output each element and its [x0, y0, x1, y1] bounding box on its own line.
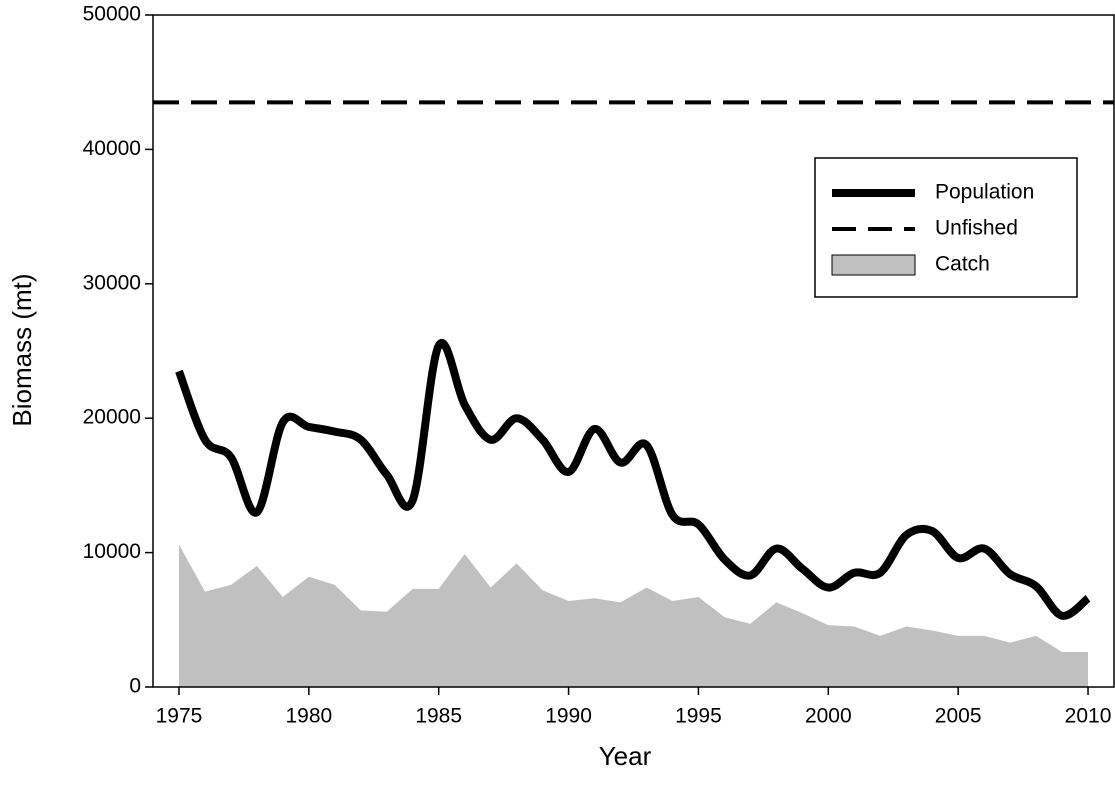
x-tick-label: 1980	[285, 705, 332, 728]
y-tick-label: 50000	[83, 3, 141, 26]
x-tick-label: 1985	[415, 705, 462, 728]
y-tick-label: 10000	[83, 540, 141, 563]
x-tick-label: 1975	[156, 705, 203, 728]
x-tick-label: 2005	[935, 705, 982, 728]
x-tick-label: 2010	[1065, 705, 1112, 728]
y-axis-label: Biomass (mt)	[7, 273, 37, 426]
y-tick-label: 0	[129, 675, 141, 698]
catch-area	[178, 544, 1089, 687]
x-tick-label: 1995	[675, 705, 722, 728]
legend-label: Catch	[935, 253, 990, 276]
plot-frame	[152, 14, 1115, 688]
x-tick-label: 1990	[545, 705, 592, 728]
y-tick-label: 20000	[83, 406, 141, 429]
legend-label: Population	[935, 181, 1034, 204]
legend-swatch	[831, 254, 916, 276]
y-tick-label: 30000	[83, 271, 141, 294]
y-tick-label: 40000	[83, 137, 141, 160]
population-line	[175, 338, 1091, 620]
legend-label: Unfished	[935, 217, 1018, 240]
x-axis-label: Year	[599, 741, 652, 771]
x-tick-label: 2000	[805, 705, 852, 728]
